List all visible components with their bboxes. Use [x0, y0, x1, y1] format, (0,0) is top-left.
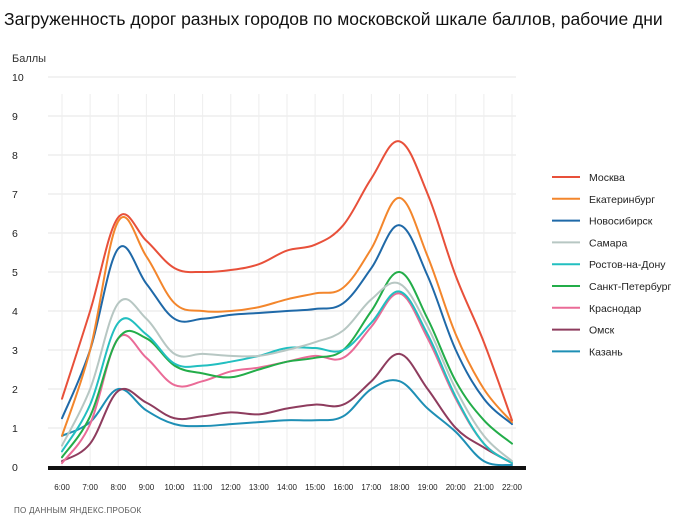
x-tick-label: 21:00 — [474, 483, 495, 492]
y-tick-label: 10 — [12, 72, 24, 84]
x-axis-baseline — [48, 466, 526, 470]
y-tick-label: 5 — [12, 267, 18, 279]
series-line-екатеринбург — [61, 196, 513, 437]
legend-label: Казань — [589, 346, 623, 358]
y-tick-label: 6 — [12, 228, 18, 240]
legend-label: Краснодар — [589, 303, 641, 315]
legend-item: Ростов-на-Дону — [552, 259, 666, 271]
x-tick-label: 11:00 — [193, 483, 213, 492]
series-line-санкт-петербург — [61, 271, 513, 459]
chart-title: Загруженность дорог разных городов по мо… — [4, 9, 663, 29]
legend-item: Санкт-Петербург — [552, 281, 672, 293]
x-tick-label: 10:00 — [164, 483, 185, 492]
x-tick-label: 17:00 — [361, 483, 382, 492]
legend-item: Новосибирск — [552, 216, 653, 228]
y-tick-label: 0 — [12, 462, 18, 474]
y-tick-label: 1 — [12, 423, 18, 435]
source-note: ПО ДАННЫМ ЯНДЕКС.ПРОБОК — [14, 506, 142, 515]
y-tick-label: 4 — [12, 306, 18, 318]
grid-lines — [48, 76, 516, 467]
x-tick-label: 12:00 — [221, 483, 242, 492]
x-tick-label: 19:00 — [418, 483, 439, 492]
x-tick-label: 15:00 — [305, 483, 326, 492]
legend-label: Самара — [589, 237, 627, 249]
legend-item: Москва — [552, 172, 625, 184]
legend-item: Екатеринбург — [552, 194, 655, 206]
y-tick-label: 3 — [12, 345, 18, 357]
series-line-новосибирск — [61, 224, 513, 426]
legend-label: Москва — [589, 172, 625, 184]
y-tick-label: 2 — [12, 384, 18, 396]
y-axis-label: Баллы — [12, 53, 47, 65]
legend-label: Новосибирск — [589, 216, 653, 228]
x-tick-label: 9:00 — [139, 483, 155, 492]
x-tick-label: 7:00 — [82, 483, 98, 492]
legend-item: Казань — [552, 346, 623, 358]
legend-label: Санкт-Петербург — [589, 281, 672, 293]
series-line-самара — [61, 281, 513, 463]
legend-label: Екатеринбург — [589, 194, 655, 206]
x-tick-label: 16:00 — [333, 483, 354, 492]
legend-item: Краснодар — [552, 303, 641, 315]
y-tick-label: 7 — [12, 189, 18, 201]
x-tick-label: 22:00 — [502, 483, 523, 492]
series-line-омск — [61, 352, 513, 465]
x-tick-label: 20:00 — [446, 483, 467, 492]
series-line-москва — [61, 140, 513, 422]
x-tick-label: 6:00 — [54, 483, 70, 492]
legend-item: Самара — [552, 237, 627, 249]
x-tick-label: 18:00 — [389, 483, 410, 492]
x-tick-label: 8:00 — [110, 483, 126, 492]
series-line-ростов-на-дону — [61, 290, 513, 465]
legend: Москва Екатеринбург Новосибирск Самара Росто… — [552, 172, 672, 358]
series-line-казань — [61, 379, 513, 467]
legend-label: Омск — [589, 325, 615, 337]
y-axis-ticks: 0 1 2 3 4 5 6 7 8 9 10 — [12, 72, 24, 474]
y-tick-label: 9 — [12, 111, 18, 123]
y-tick-label: 8 — [12, 150, 18, 162]
legend-item: Омск — [552, 325, 615, 337]
series-lines — [61, 140, 513, 467]
x-tick-label: 13:00 — [249, 483, 270, 492]
legend-label: Ростов-на-Дону — [589, 259, 666, 271]
x-tick-label: 14:00 — [277, 483, 298, 492]
x-axis-ticks: 6:00 7:00 8:00 9:00 10:00 11:00 12:00 13:00 14:0… — [54, 483, 522, 492]
